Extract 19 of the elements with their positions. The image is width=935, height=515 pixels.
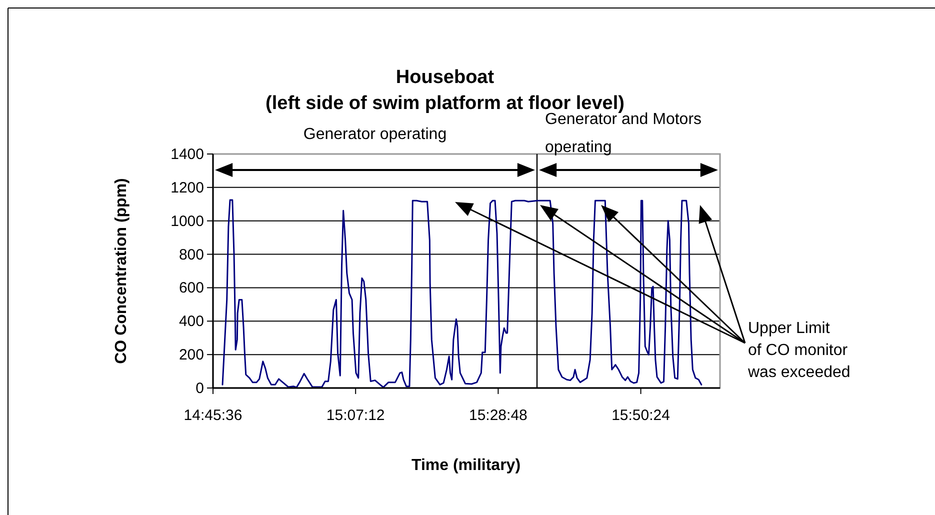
- y-tick-label: 1400: [170, 146, 204, 163]
- y-tick-label: 0: [196, 380, 204, 397]
- y-tick-label: 1200: [170, 179, 204, 196]
- y-axis-title: CO Concentration (ppm): [113, 178, 130, 364]
- y-tick-label: 1000: [170, 212, 204, 230]
- x-tick-label: 15:07:12: [326, 407, 385, 424]
- y-tick-label: 600: [178, 280, 204, 297]
- y-tick-label: 200: [178, 346, 204, 364]
- text: Generator operating: [303, 126, 447, 143]
- x-tick-label: 14:45:36: [184, 407, 242, 424]
- chart-subtitle: (left side of swim platform at floor level): [266, 93, 624, 114]
- x-tick-label: 15:50:24: [612, 407, 670, 424]
- x-axis-title: Time (military): [411, 457, 521, 474]
- line-series: [222, 199, 702, 388]
- text: Upper Limit of CO monitor was exceeded: [747, 320, 850, 381]
- y-tick-label: 400: [178, 313, 204, 330]
- y-tick-label: 800: [178, 246, 204, 264]
- x-tick-label: 15:28:48: [468, 407, 528, 424]
- chart-title: Houseboat: [396, 67, 495, 88]
